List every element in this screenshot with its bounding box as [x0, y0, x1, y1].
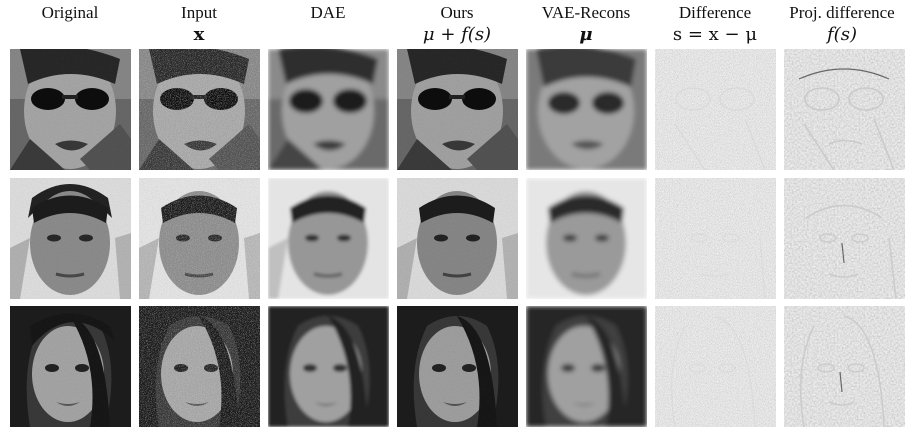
header-difference: Difference s = x − μ [653, 2, 777, 46]
header-original: Original [8, 2, 132, 46]
column-title: Input [181, 3, 217, 22]
column-title: Proj. difference [789, 3, 895, 22]
tile-row1-ours [397, 49, 518, 170]
tile-row3-difference [655, 306, 776, 427]
tile-row1-original [10, 49, 131, 170]
column-title: VAE-Recons [541, 3, 631, 22]
tile-row2-ours [397, 178, 518, 299]
tile-row1-input [139, 49, 260, 170]
tile-row2-input [139, 178, 260, 299]
column-title: DAE [310, 3, 346, 22]
column-title: Original [41, 3, 99, 22]
tile-row3-input [139, 306, 260, 427]
tile-row2-original [10, 178, 131, 299]
column-subtitle: x [193, 24, 205, 45]
tile-row1-dae [268, 49, 389, 170]
header-input: Input x [137, 2, 261, 46]
tile-row3-original [10, 306, 131, 427]
column-subtitle [266, 24, 390, 46]
tile-row1-vae [526, 49, 647, 170]
column-title: Difference [678, 3, 752, 22]
tile-row2-vae [526, 178, 647, 299]
tile-row2-dae [268, 178, 389, 299]
header-ours: Ours μ + f(s) [395, 2, 519, 46]
column-subtitle: f(s) [827, 24, 857, 45]
column-title: Ours [440, 3, 474, 22]
header-projdiff: Proj. difference f(s) [780, 2, 904, 46]
tile-row3-dae [268, 306, 389, 427]
tile-row3-ours [397, 306, 518, 427]
column-subtitle: μ [579, 24, 593, 45]
column-headers: Original Input x DAE Ours μ + f(s) VAE-R… [0, 0, 916, 50]
tile-row1-projdiff [784, 49, 905, 170]
header-dae: DAE [266, 2, 390, 46]
tile-row3-projdiff [784, 306, 905, 427]
tile-row3-vae [526, 306, 647, 427]
header-vae: VAE-Recons μ [524, 2, 648, 46]
tile-row2-projdiff [784, 178, 905, 299]
column-subtitle: μ + f(s) [422, 24, 492, 45]
tile-row1-difference [655, 49, 776, 170]
column-subtitle: s = x − μ [672, 24, 758, 45]
tile-row2-difference [655, 178, 776, 299]
column-subtitle [8, 24, 132, 46]
